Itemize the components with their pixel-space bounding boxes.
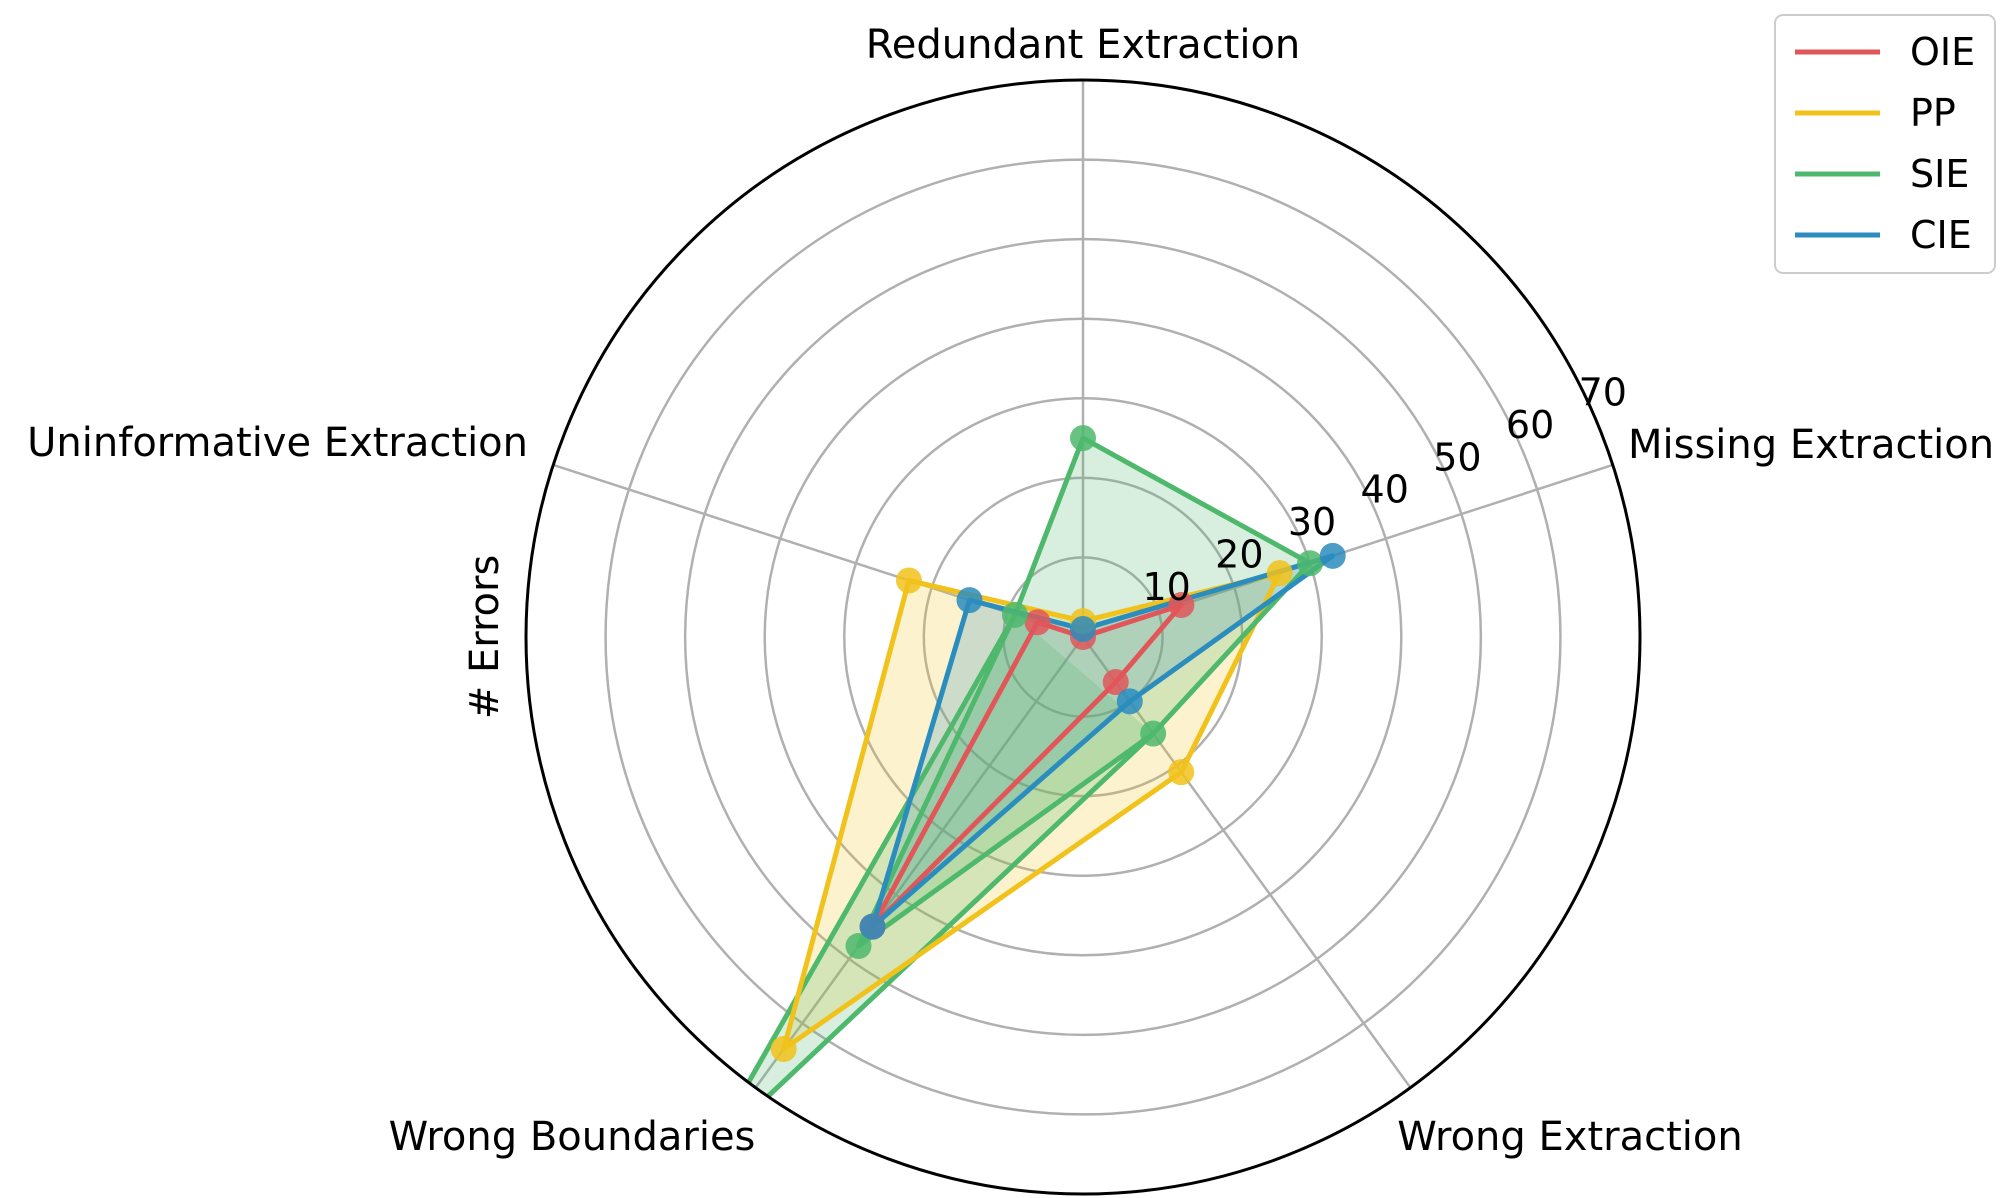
legend-label-sie: SIE <box>1910 152 1969 196</box>
radar-series <box>706 435 1336 1154</box>
series-line-extension-sie <box>707 731 1155 1154</box>
r-tick-label: 10 <box>1142 565 1190 609</box>
category-label: Redundant Extraction <box>866 22 1301 68</box>
legend-label-oie: OIE <box>1910 30 1975 74</box>
data-point-pp-3 <box>770 1035 797 1062</box>
r-tick-label: 50 <box>1433 435 1481 479</box>
series-line-extension-sie <box>706 613 1018 1154</box>
y-axis-label: # Errors <box>462 555 508 720</box>
radar-markers <box>770 425 1346 1062</box>
series-line-cie <box>870 553 1336 930</box>
data-point-sie-3 <box>845 932 872 959</box>
data-point-cie-3 <box>859 913 886 940</box>
r-tick-label: 30 <box>1288 500 1336 544</box>
series-fill-sie <box>858 438 1310 946</box>
series-fill-extension-sie <box>708 614 1154 1152</box>
data-point-cie-4 <box>1116 688 1143 715</box>
data-point-oie-4 <box>1102 669 1129 696</box>
data-point-pp-4 <box>1168 759 1195 786</box>
legend-box <box>1774 14 1996 274</box>
series-line-pp <box>781 570 1283 1052</box>
data-point-sie-1 <box>1070 425 1096 452</box>
series-line-oie <box>870 602 1184 930</box>
r-tick-label: 60 <box>1506 403 1554 447</box>
data-point-oie-0 <box>1168 592 1195 619</box>
data-point-cie-0 <box>1319 542 1346 569</box>
category-label: Uninformative Extraction <box>27 420 528 466</box>
r-tick-label: 20 <box>1215 532 1263 576</box>
series-fill-pp <box>783 573 1280 1049</box>
data-point-sie-2 <box>1001 601 1028 628</box>
category-label: Wrong Extraction <box>1397 1114 1742 1160</box>
data-point-pp-0 <box>1266 560 1293 587</box>
category-label: Missing Extraction <box>1628 422 1994 468</box>
category-label: Wrong Boundaries <box>389 1114 756 1160</box>
data-point-sie-0 <box>1297 550 1324 577</box>
r-tick-label: 40 <box>1361 468 1409 512</box>
data-point-oie-2 <box>1024 609 1051 636</box>
series-fill-cie <box>872 555 1333 927</box>
data-point-cie-1 <box>1070 616 1096 643</box>
series-line-sie <box>856 435 1313 949</box>
legend: OIE PP SIE CIE <box>1774 14 1996 274</box>
data-point-pp-2 <box>895 567 922 594</box>
r-tick-label: 70 <box>1579 371 1627 415</box>
data-point-cie-2 <box>956 587 983 614</box>
grid-spoke <box>754 636 1085 1089</box>
legend-label-cie: CIE <box>1910 213 1972 257</box>
legend-label-pp: PP <box>1910 91 1956 135</box>
outer-frame <box>524 78 1642 1196</box>
grid-spoke <box>1081 636 1412 1089</box>
data-point-sie-4 <box>1140 720 1167 747</box>
